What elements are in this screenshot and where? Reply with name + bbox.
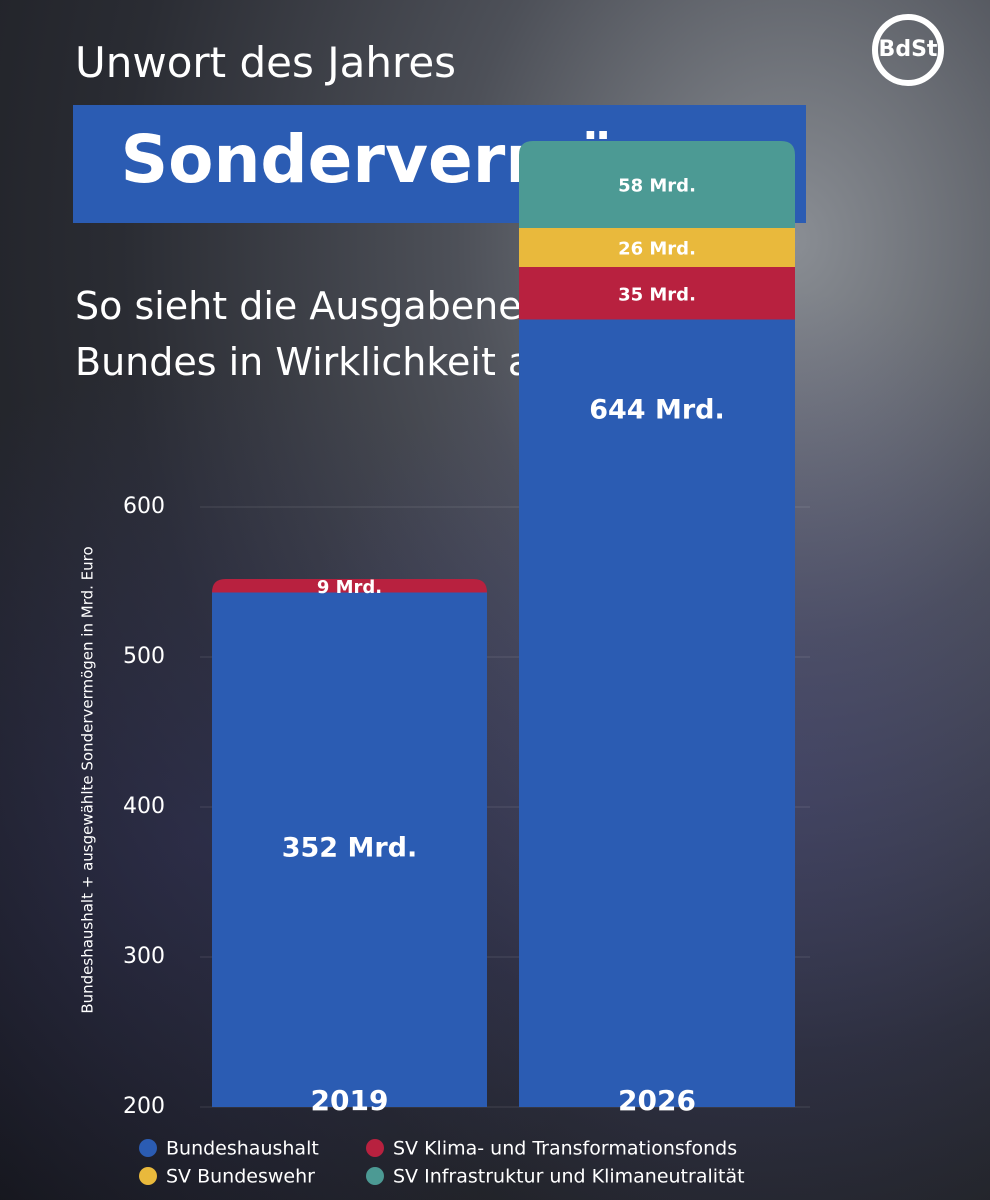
y-tick-label: 300: [123, 944, 165, 969]
legend-label: Bundeshaushalt: [166, 1138, 319, 1160]
legend-swatch: [139, 1139, 157, 1157]
legend-label: SV Bundeswehr: [166, 1166, 315, 1188]
bar-segment: [519, 141, 795, 228]
legend-swatch: [139, 1167, 157, 1185]
logo: BdSt: [872, 14, 944, 86]
total-label: 352 Mrd.: [282, 833, 418, 864]
bar-segment: [519, 267, 795, 320]
bar-segment: [519, 319, 795, 1107]
bar-segment: [212, 592, 487, 1107]
x-tick-label: 2026: [618, 1084, 696, 1117]
bar-segment: [519, 228, 795, 267]
x-tick-label: 2019: [311, 1084, 389, 1117]
y-tick-label: 400: [123, 794, 165, 819]
value-label: 26 Mrd.: [618, 239, 696, 260]
y-axis-label: Bundeshaushalt + ausgewählte Sondervermö…: [79, 546, 97, 1013]
value-label: 58 Mrd.: [618, 176, 696, 197]
legend-swatch: [366, 1167, 384, 1185]
value-label: 9 Mrd.: [317, 577, 382, 598]
value-label: 35 Mrd.: [618, 284, 696, 305]
total-label: 644 Mrd.: [589, 395, 725, 426]
y-tick-label: 500: [123, 644, 165, 669]
y-tick-label: 600: [123, 494, 165, 519]
legend-label: SV Infrastruktur und Klimaneutralität: [393, 1166, 745, 1188]
y-tick-label: 200: [123, 1094, 165, 1119]
legend-label: SV Klima- und Transformationsfonds: [393, 1138, 737, 1160]
bar-segment: [212, 579, 487, 593]
kicker: Unwort des Jahres: [75, 38, 457, 87]
legend-swatch: [366, 1139, 384, 1157]
